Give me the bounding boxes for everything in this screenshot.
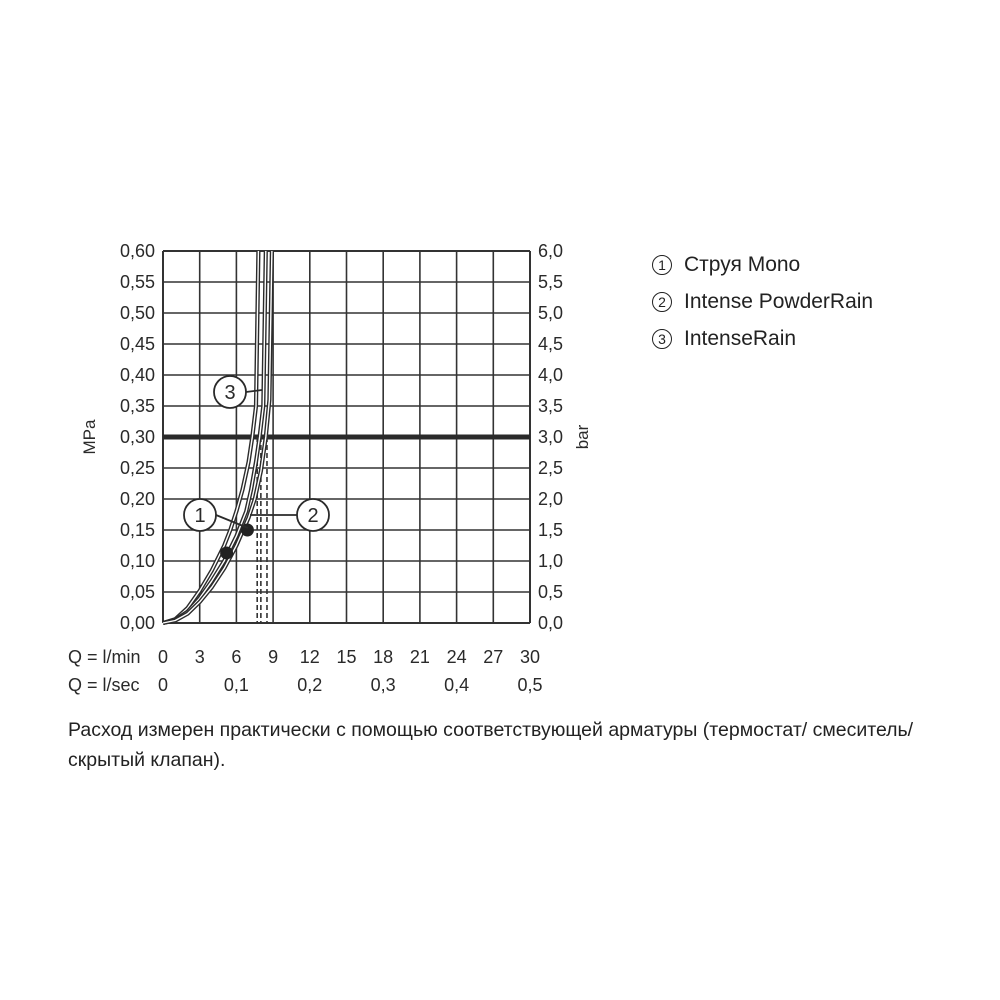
x-tick-lsec: 0,4 — [444, 675, 469, 695]
y-tick-right: 2,0 — [538, 489, 563, 509]
y-tick-left: 0,25 — [120, 458, 155, 478]
legend-label-3: IntenseRain — [684, 326, 797, 350]
y-tick-right: 6,0 — [538, 241, 563, 261]
chart-legend: 1 Струя Mono 2 Intense PowderRain 3 Inte… — [652, 246, 873, 357]
y-tick-left: 0,20 — [120, 489, 155, 509]
y-tick-left: 0,50 — [120, 303, 155, 323]
y-tick-left: 0,05 — [120, 582, 155, 602]
y-tick-left: 0,10 — [120, 551, 155, 571]
y-tick-left: 0,45 — [120, 334, 155, 354]
series-1-badge-icon: 1 — [652, 254, 672, 275]
x-tick-lmin: 27 — [483, 647, 503, 667]
x-axis-lsec-label: Q = l/sec — [68, 675, 140, 695]
x-tick-lsec: 0,3 — [371, 675, 396, 695]
y-tick-left: 0,40 — [120, 365, 155, 385]
y-tick-left: 0,35 — [120, 396, 155, 416]
series-line-inner-3 — [162, 250, 273, 624]
series-point-1 — [220, 546, 234, 560]
x-tick-lmin: 6 — [231, 647, 241, 667]
y-tick-right: 4,5 — [538, 334, 563, 354]
y-tick-right: 1,5 — [538, 520, 563, 540]
series-3-badge-icon: 3 — [652, 328, 672, 349]
x-tick-lmin: 0 — [158, 647, 168, 667]
y-tick-left: 0,60 — [120, 241, 155, 261]
measurement-note: Расход измерен практически с помощью соо… — [68, 719, 914, 771]
y-tick-left: 0,15 — [120, 520, 155, 540]
legend-item-3: 3 IntenseRain — [652, 320, 873, 357]
y-tick-right: 0,5 — [538, 582, 563, 602]
x-axis-lmin-label: Q = l/min — [68, 647, 141, 667]
y-tick-right: 2,5 — [538, 458, 563, 478]
y-tick-left: 0,55 — [120, 272, 155, 292]
x-tick-lmin: 18 — [373, 647, 393, 667]
x-tick-lmin: 15 — [336, 647, 356, 667]
x-tick-lmin: 9 — [268, 647, 278, 667]
callout-leader-1 — [215, 514, 249, 529]
x-tick-lmin: 30 — [520, 647, 540, 667]
callout-circle-1 — [183, 498, 217, 532]
y-tick-right: 5,0 — [538, 303, 563, 323]
y-axis-right-title: bar — [573, 424, 592, 449]
legend-label-2: Intense PowderRain — [684, 289, 874, 313]
series-line-inner-1 — [162, 250, 260, 624]
x-tick-lmin: 12 — [300, 647, 320, 667]
callout-number-3: 3 — [224, 382, 235, 404]
callout-leader-3 — [245, 389, 263, 393]
series-2-badge-icon: 2 — [652, 291, 672, 312]
legend-label-1: Струя Mono — [684, 252, 801, 276]
x-tick-lsec: 0 — [158, 675, 168, 695]
y-tick-left: 0,30 — [120, 427, 155, 447]
legend-item-1: 1 Струя Mono — [652, 246, 873, 283]
callout-number-2: 2 — [307, 505, 318, 527]
x-tick-lsec: 0,5 — [517, 675, 542, 695]
y-tick-right: 4,0 — [538, 365, 563, 385]
y-axis-left-title: MPa — [80, 419, 99, 455]
y-tick-right: 3,0 — [538, 427, 563, 447]
y-tick-right: 3,5 — [538, 396, 563, 416]
y-tick-right: 5,5 — [538, 272, 563, 292]
x-tick-lmin: 24 — [447, 647, 467, 667]
x-tick-lmin: 21 — [410, 647, 430, 667]
callout-number-1: 1 — [194, 505, 205, 527]
tick-labels: 0,000,050,100,150,200,250,300,350,400,45… — [68, 241, 563, 695]
flow-pressure-chart: 1 23 0,000,050,100,150,200,250,300,350,40… — [68, 241, 592, 695]
x-tick-lsec: 0,1 — [224, 675, 249, 695]
callout-circle-2 — [296, 498, 330, 532]
x-tick-lmin: 3 — [195, 647, 205, 667]
legend-item-2: 2 Intense PowderRain — [652, 283, 873, 320]
series-layer: 1 2 3 — [162, 250, 330, 626]
callout-circle-3 — [213, 375, 247, 409]
y-tick-right: 1,0 — [538, 551, 563, 571]
x-tick-lsec: 0,2 — [297, 675, 322, 695]
y-tick-left: 0,00 — [120, 613, 155, 633]
y-tick-right: 0,0 — [538, 613, 563, 633]
